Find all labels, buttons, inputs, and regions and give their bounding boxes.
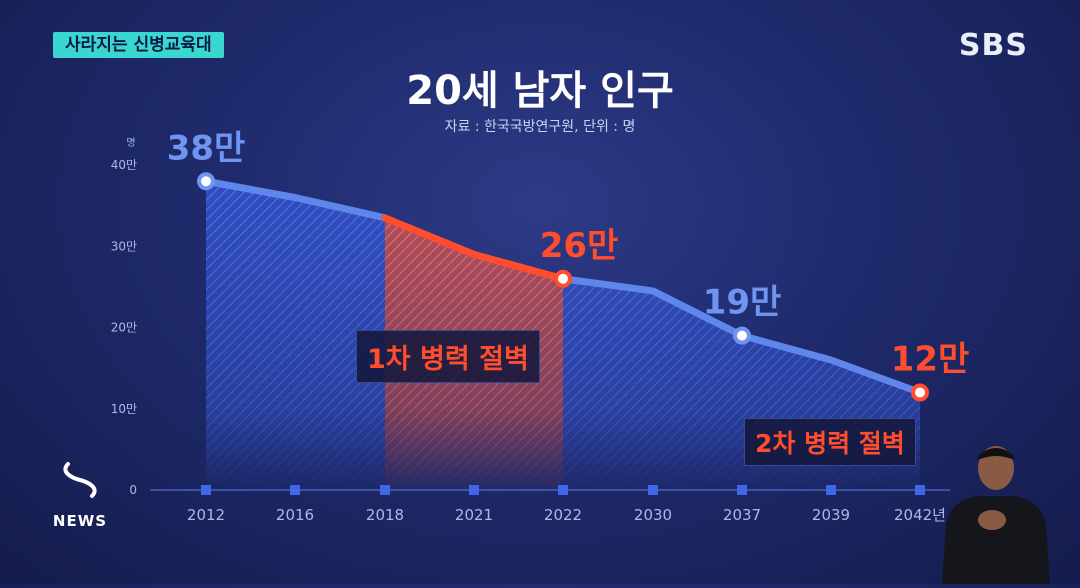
- annotation-second-cliff: 2차 병력 절벽: [744, 418, 916, 466]
- x-tick-marker: [558, 485, 568, 495]
- series-line-before: [202, 177, 389, 222]
- annotation-second-cliff-text: 2차 병력 절벽: [755, 429, 905, 458]
- x-tick-label: 2016: [276, 506, 314, 524]
- x-tick-marker: [648, 485, 658, 495]
- news-topic-tag: 사라지는 신병교육대: [53, 32, 224, 58]
- x-tick-label: 2022: [544, 506, 582, 524]
- x-tick-marker: [737, 485, 747, 495]
- news-label: NEWS: [52, 512, 108, 530]
- annotation-first-cliff: 1차 병력 절벽: [356, 330, 540, 383]
- y-tick-label: 0: [129, 483, 137, 497]
- x-tick-label: 2030: [634, 506, 672, 524]
- x-tick-marker: [290, 485, 300, 495]
- y-axis-unit: 명: [126, 137, 135, 149]
- y-tick-label: 40만: [111, 158, 137, 172]
- data-point-label: 38만: [167, 128, 246, 168]
- data-point-marker: [733, 326, 751, 345]
- x-tick-marker: [826, 485, 836, 495]
- y-tick-label: 10만: [111, 402, 137, 416]
- x-tick-marker: [201, 485, 211, 495]
- area-segment-before: [206, 181, 385, 490]
- data-point-label: 19만: [703, 283, 782, 323]
- x-tick-label: 2021: [455, 506, 493, 524]
- broadcaster-logo: SBS: [958, 28, 1028, 63]
- x-tick-label: 2039: [812, 506, 850, 524]
- x-tick-marker: [915, 485, 925, 495]
- data-point-marker: [911, 383, 929, 402]
- x-tick-label: 2042년: [894, 506, 946, 524]
- data-point-marker: [197, 172, 215, 191]
- sign-language-interpreter: [936, 438, 1056, 584]
- data-point-label: 12만: [891, 340, 970, 380]
- y-tick-label: 20만: [111, 321, 137, 335]
- x-tick-label: 2037: [723, 506, 761, 524]
- x-tick-label: 2012: [187, 506, 225, 524]
- y-tick-label: 30만: [111, 239, 137, 253]
- x-tick-marker: [469, 485, 479, 495]
- chart-source: 자료 : 한국국방연구원, 단위 : 명: [444, 119, 636, 135]
- x-tick-marker: [380, 485, 390, 495]
- news-brand: NEWS: [48, 458, 112, 530]
- annotation-first-cliff-text: 1차 병력 절벽: [367, 344, 529, 375]
- series-line-highlight: [381, 214, 567, 283]
- data-point-marker: [554, 269, 572, 288]
- x-tick-label: 2018: [366, 506, 404, 524]
- chart-title: 20세 남자 인구: [406, 68, 674, 114]
- data-point-label: 26만: [540, 226, 619, 266]
- news-logo-icon: [48, 458, 112, 512]
